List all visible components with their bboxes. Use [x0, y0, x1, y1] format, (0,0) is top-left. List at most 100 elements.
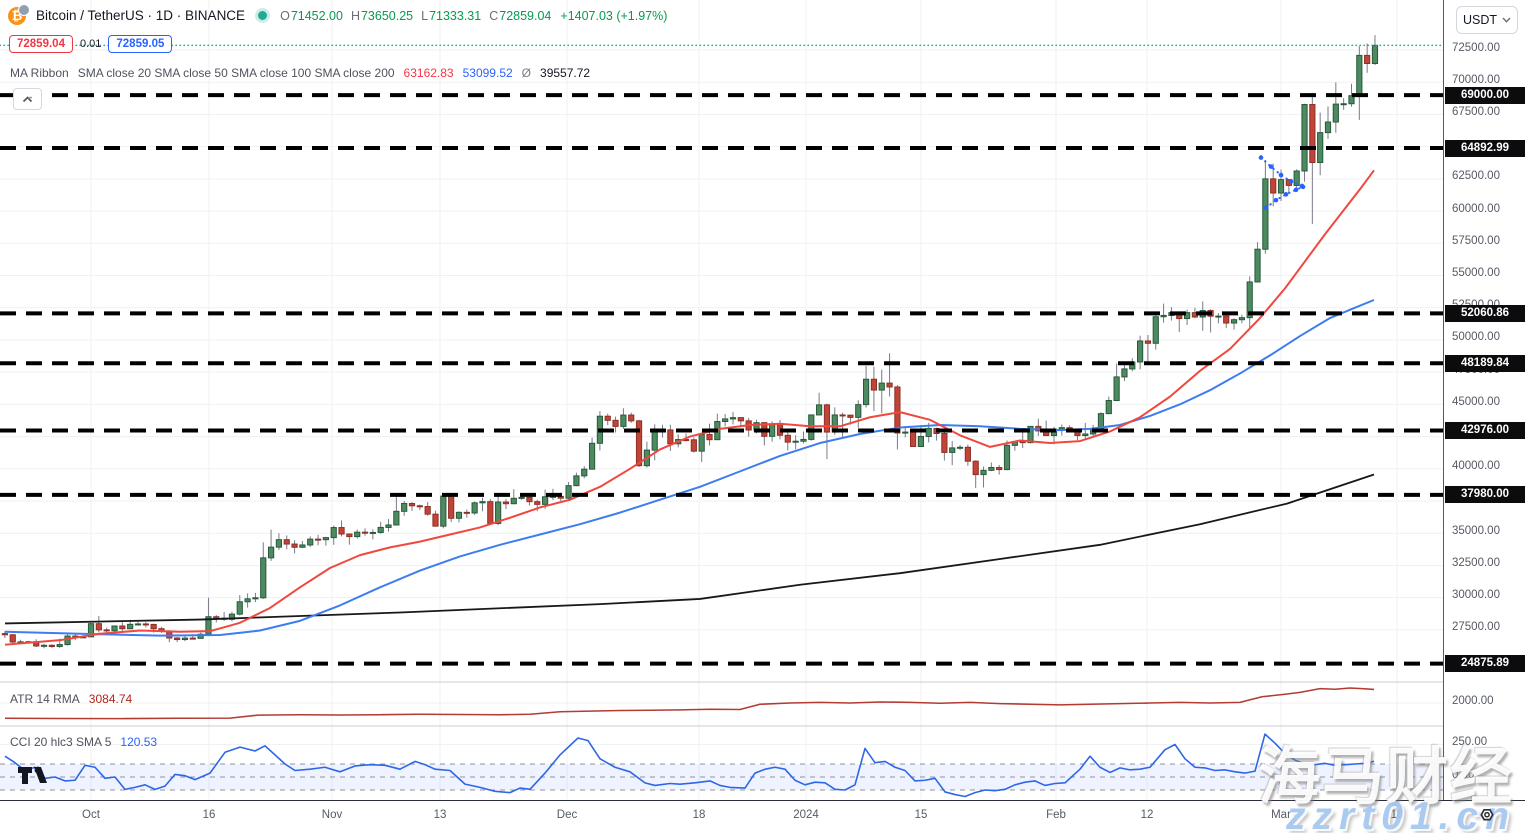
candle-body[interactable] [581, 468, 588, 477]
cci-indicator-legend[interactable]: CCI 20 hlc3 SMA 5 120.53 [10, 735, 157, 749]
candle-body[interactable] [855, 404, 862, 418]
candle-body[interactable] [604, 415, 611, 421]
candle-body[interactable] [291, 543, 298, 548]
candle-body[interactable] [1371, 44, 1379, 65]
candle-body[interactable] [267, 546, 275, 559]
candle-body[interactable] [213, 616, 220, 619]
candle-body[interactable] [307, 538, 314, 546]
candle-body[interactable] [260, 557, 267, 599]
candle-body[interactable] [1317, 132, 1324, 163]
candle-body[interactable] [1254, 248, 1261, 283]
price-level-label[interactable]: 48189.84 [1445, 354, 1525, 372]
pennant-dot[interactable] [1278, 172, 1284, 178]
candle-body[interactable] [847, 414, 854, 418]
candle-body[interactable] [346, 533, 353, 538]
sma50-line[interactable] [4, 299, 1375, 637]
candle-body[interactable] [737, 417, 744, 422]
candle-body[interactable] [964, 446, 971, 462]
sma20-line[interactable] [4, 169, 1375, 646]
candle-body[interactable] [635, 420, 643, 467]
candle-body[interactable] [252, 597, 259, 600]
candle-body[interactable] [902, 431, 909, 434]
candle-body[interactable] [322, 537, 329, 541]
candle-body[interactable] [1309, 104, 1316, 163]
candle-body[interactable] [823, 404, 831, 433]
candle-body[interactable] [1003, 444, 1011, 471]
ma-ribbon-legend[interactable]: MA Ribbon SMA close 20 SMA close 50 SMA … [10, 66, 590, 80]
candle-body[interactable] [722, 418, 729, 423]
price-axis[interactable]: USDT 72500.00 70000.00 67500.00 62500.00 600… [1443, 0, 1525, 800]
candle-body[interactable] [667, 429, 674, 445]
price-level-label[interactable]: 64892.99 [1445, 139, 1525, 157]
candle-body[interactable] [103, 629, 110, 632]
candle-body[interactable] [495, 501, 502, 524]
candle-body[interactable] [698, 434, 705, 452]
candle-body[interactable] [87, 623, 95, 638]
candle-body[interactable] [119, 625, 126, 630]
candle-body[interactable] [1230, 319, 1238, 324]
candle-body[interactable] [463, 511, 470, 514]
candle-body[interactable] [1, 633, 8, 636]
candle-body[interactable] [917, 435, 924, 448]
candle-body[interactable] [1270, 178, 1277, 194]
candle-body[interactable] [134, 623, 142, 626]
candle-body[interactable] [862, 378, 870, 406]
candle-body[interactable] [839, 414, 846, 417]
candle-body[interactable] [1160, 314, 1167, 318]
candle-body[interactable] [1301, 104, 1308, 172]
candle-body[interactable] [949, 447, 956, 453]
candle-body[interactable] [174, 637, 181, 641]
candle-body[interactable] [988, 467, 995, 471]
candle-body[interactable] [870, 378, 878, 391]
candle-body[interactable] [440, 495, 447, 527]
candle-body[interactable] [956, 446, 964, 449]
candle-body[interactable] [330, 527, 337, 539]
candle-body[interactable] [573, 475, 580, 487]
ask-price-box[interactable]: 72859.05 [108, 35, 173, 53]
candle-body[interactable] [909, 431, 917, 448]
candle-body[interactable] [1277, 179, 1285, 194]
price-level-label[interactable]: 24875.89 [1445, 655, 1525, 673]
candle-body[interactable] [1223, 315, 1230, 324]
candle-body[interactable] [424, 506, 431, 515]
pennant-line[interactable] [1265, 185, 1304, 209]
candle-body[interactable] [401, 502, 408, 512]
pennant-dot[interactable] [1288, 179, 1294, 184]
candle-body[interactable] [1348, 95, 1355, 105]
price-level-label[interactable]: 52060.86 [1445, 304, 1525, 322]
candle-body[interactable] [64, 635, 71, 646]
pennant-dot[interactable] [1258, 155, 1264, 160]
candle-body[interactable] [816, 404, 823, 416]
candle-body[interactable] [385, 524, 392, 528]
candle-body[interactable] [588, 442, 596, 470]
candle-body[interactable] [980, 469, 987, 476]
candle-body[interactable] [48, 644, 55, 647]
market-status-dot[interactable] [258, 11, 268, 20]
candle-body[interactable] [526, 496, 533, 503]
candle-body[interactable] [565, 485, 572, 499]
candle-body[interactable] [236, 601, 243, 615]
candle-body[interactable] [244, 598, 251, 603]
candle-body[interactable] [471, 502, 478, 514]
candle-body[interactable] [1332, 103, 1339, 123]
candle-body[interactable] [1183, 312, 1191, 320]
candle-body[interactable] [534, 501, 541, 505]
price-level-label[interactable]: 42976.00 [1445, 421, 1525, 439]
candle-body[interactable] [142, 623, 149, 626]
candle-body[interactable] [518, 496, 525, 499]
symbol-title[interactable]: Bitcoin / TetherUS · 1D · BINANCE [36, 8, 246, 23]
atr-indicator-legend[interactable]: ATR 14 RMA 3084.74 [10, 692, 132, 706]
candle-body[interactable] [56, 644, 63, 647]
candle-body[interactable] [487, 501, 494, 524]
candle-body[interactable] [9, 634, 16, 643]
candle-body[interactable] [338, 527, 345, 535]
pennant-dot[interactable] [1300, 184, 1306, 190]
candle-body[interactable] [95, 623, 102, 631]
bid-price-box[interactable]: 72859.04 [9, 35, 73, 53]
candle-body[interactable] [1152, 316, 1159, 344]
chart-canvas[interactable] [0, 0, 1443, 800]
candle-body[interactable] [1293, 170, 1300, 186]
candle-body[interactable] [628, 414, 635, 422]
cci-line[interactable] [4, 733, 1375, 798]
candle-body[interactable] [40, 644, 48, 647]
